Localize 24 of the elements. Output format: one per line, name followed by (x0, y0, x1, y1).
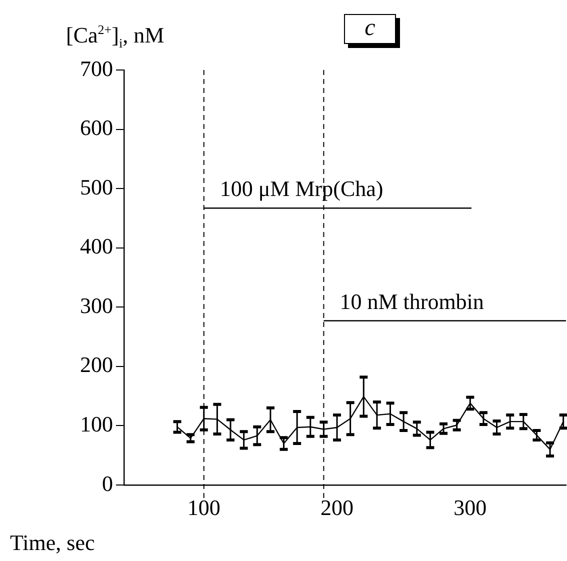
point (531, 428, 542, 442)
annotation: 100 μM Mrp(Cha) (220, 176, 384, 202)
x-tick-label: 300 (454, 494, 487, 520)
annotation: 10 nM thrombin (340, 288, 484, 314)
point (438, 422, 450, 435)
x-axis-title: Time, sec (10, 530, 95, 556)
point (451, 418, 462, 432)
point (478, 411, 489, 426)
x-tick-label: 100 (187, 494, 220, 520)
y-tick-label: 400 (80, 234, 113, 259)
y-tick-label: 100 (80, 411, 113, 436)
y-tick-label: 700 (80, 56, 113, 81)
x-tick-label: 200 (320, 494, 354, 520)
y-tick-label: 200 (80, 352, 113, 378)
chart-title: c (344, 14, 396, 44)
y-axis-title: [Ca$^{2+}$]$_{i}$, nM (66, 22, 164, 52)
point (185, 433, 196, 444)
point (172, 420, 183, 434)
y-tick-label: 500 (80, 174, 113, 200)
y-tick-label: 300 (80, 292, 113, 318)
point (278, 436, 290, 451)
y-tick-label: 600 (80, 115, 113, 140)
point (464, 396, 476, 411)
y-tick-label: 0 (102, 470, 113, 496)
